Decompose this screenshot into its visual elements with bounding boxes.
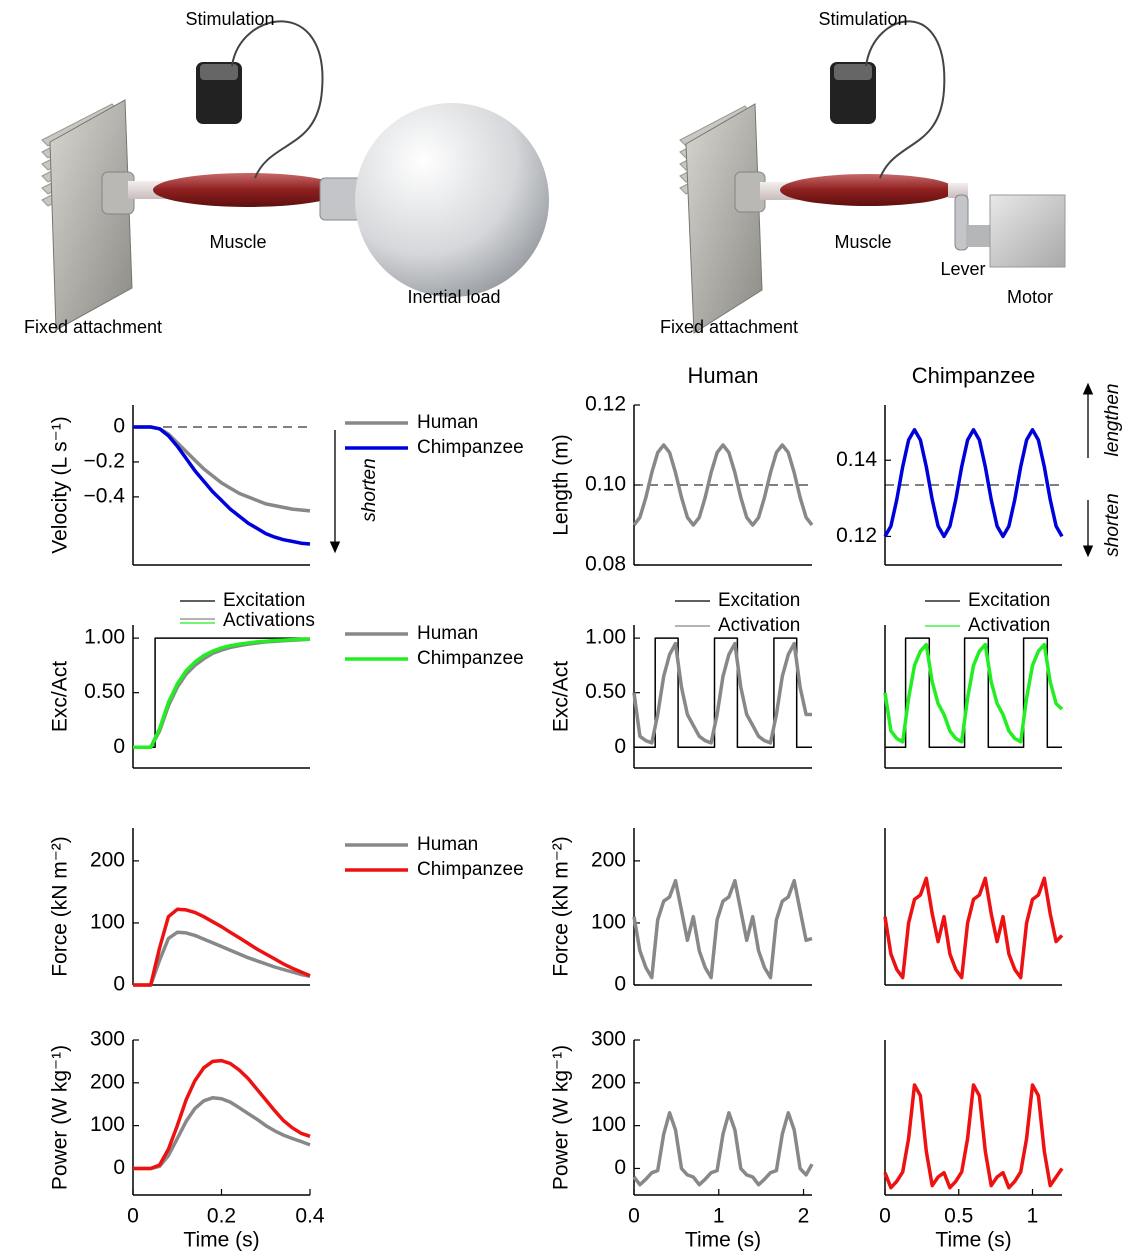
label: Stimulation [185,9,274,29]
y-tick-label: 0.12 [585,393,626,416]
legend-label: Excitation [968,590,1050,611]
y-tick-label: 100 [90,910,125,933]
data-line [133,1058,311,1171]
y-axis-label: Velocity (L s⁻¹) [49,416,72,554]
y-tick-label: 0 [113,735,125,758]
y-axis-label: Exc/Act [49,661,72,732]
legend-label: Excitation [223,590,305,611]
legend-label: Activations [223,610,315,631]
data-line [632,1111,814,1187]
data-line [133,1096,311,1171]
annotation: shorten [1102,493,1123,556]
annotation: lengthen [1102,384,1123,457]
x-tick-label: 0.2 [207,1205,236,1228]
legend-label: Chimpanzee [417,437,524,458]
legend-label: Human [417,623,478,644]
y-tick-label: 200 [591,848,626,871]
legend-label: Human [417,412,478,433]
label: Muscle [834,232,891,252]
annotation: shorten [359,458,380,521]
y-tick-label: 1.00 [84,626,125,649]
y-tick-label: 0.14 [836,448,877,471]
y-tick-label: 200 [90,1070,125,1093]
data-line [883,642,1064,744]
x-axis-label: Time (s) [685,1229,761,1252]
y-tick-label: 0 [113,973,125,996]
y-axis-label: Length (m) [550,434,573,536]
right-illustration [679,20,1066,334]
label: Inertial load [407,287,500,307]
y-tick-label: 100 [591,1113,626,1136]
label: Lever [940,259,985,279]
data-line [133,425,311,546]
legend-label: Excitation [718,590,800,611]
y-axis-label: Exc/Act [550,661,573,732]
label: Motor [1007,287,1053,307]
x-tick-label: 0 [628,1205,640,1228]
y-axis-label: Power (W kg⁻¹) [49,1045,72,1190]
y-tick-label: −0.2 [84,449,125,472]
x-tick-label: 0 [127,1205,139,1228]
y-tick-label: 0 [113,1156,125,1179]
x-tick-label: 2 [798,1205,810,1228]
left-illustration [41,20,549,331]
x-tick-label: 1 [1027,1205,1039,1228]
y-tick-label: 0.50 [84,680,125,703]
y-tick-label: 0 [614,973,626,996]
label: Fixed attachment [24,317,162,337]
x-axis-label: Time (s) [183,1229,259,1252]
y-tick-label: 200 [90,848,125,871]
y-axis-label: Force (kN m⁻²) [550,836,573,977]
x-tick-label: 1 [713,1205,725,1228]
data-line [885,637,1062,749]
y-tick-label: 0 [614,1156,626,1179]
data-line [632,878,813,980]
data-line [632,641,812,745]
legend-label: Activation [968,615,1050,636]
chart-title: Human [688,363,759,388]
x-tick-label: 0.5 [944,1205,973,1228]
data-line [883,428,1064,539]
legend-label: Chimpanzee [417,648,524,669]
y-axis-label: Force (kN m⁻²) [49,836,72,977]
x-axis-label: Time (s) [935,1229,1011,1252]
y-tick-label: 1.00 [585,626,626,649]
y-tick-label: 300 [90,1028,125,1051]
data-line [133,930,311,987]
y-tick-label: −0.4 [84,484,126,507]
label: Muscle [209,232,266,252]
chart-title: Chimpanzee [912,363,1036,388]
legend-label: Activation [718,615,800,636]
y-tick-label: 0.10 [585,473,626,496]
y-tick-label: 100 [90,1113,125,1136]
data-line [133,907,311,987]
y-tick-label: 0.08 [585,553,626,576]
y-tick-label: 0.12 [836,524,877,547]
data-line [632,443,814,527]
y-tick-label: 0 [614,735,626,758]
y-axis-label: Power (W kg⁻¹) [550,1045,573,1190]
label: Stimulation [818,9,907,29]
y-tick-label: 200 [591,1070,626,1093]
x-tick-label: 0.4 [295,1205,325,1228]
data-line [883,876,1064,980]
y-tick-label: 300 [591,1028,626,1051]
y-tick-label: 0.50 [585,680,626,703]
data-line [883,1083,1064,1190]
y-tick-label: 0 [113,415,125,438]
y-tick-label: 100 [591,910,626,933]
legend-label: Human [417,834,478,855]
x-tick-label: 0 [879,1205,891,1228]
data-line [634,637,812,749]
legend-label: Chimpanzee [417,859,524,880]
label: Fixed attachment [660,317,798,337]
data-line [133,637,311,750]
